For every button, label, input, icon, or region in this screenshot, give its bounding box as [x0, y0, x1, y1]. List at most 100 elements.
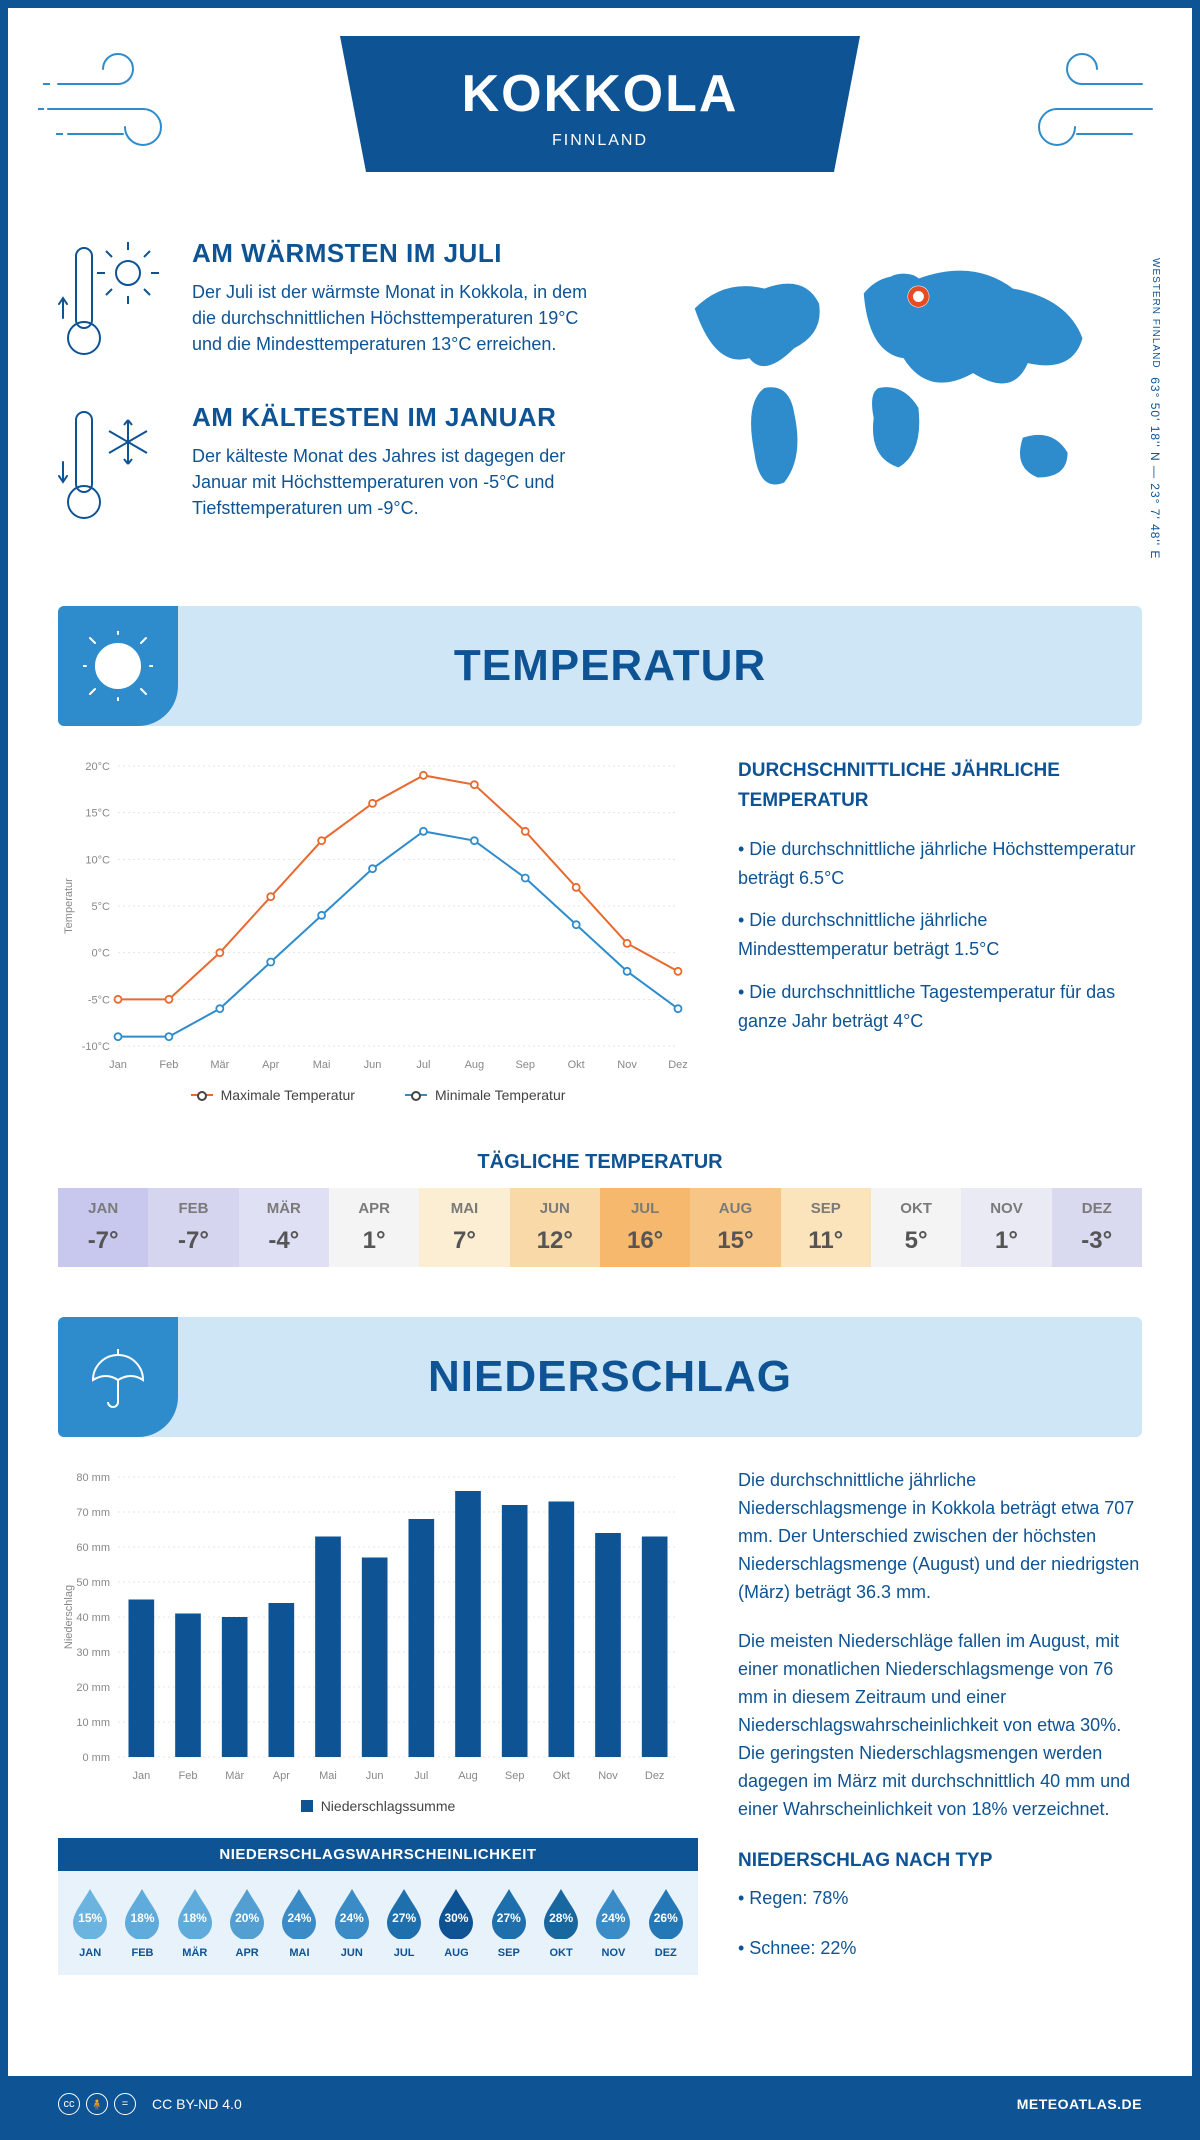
- daily-temp-title: TÄGLICHE TEMPERATUR: [8, 1151, 1192, 1174]
- temperature-summary: DURCHSCHNITTLICHE JÄHRLICHE TEMPERATUR •…: [738, 756, 1142, 1103]
- prob-drop: 24%NOV: [587, 1887, 639, 1959]
- svg-text:Sep: Sep: [505, 1770, 525, 1782]
- by-icon: 🧍: [86, 2093, 108, 2115]
- prob-drop: 24%MAI: [273, 1887, 325, 1959]
- svg-text:Apr: Apr: [262, 1059, 279, 1071]
- license-text: CC BY-ND 4.0: [152, 2096, 242, 2112]
- daily-cell: AUG15°: [690, 1188, 780, 1267]
- nd-icon: =: [114, 2093, 136, 2115]
- license-badges: cc 🧍 = CC BY-ND 4.0: [58, 2093, 242, 2115]
- svg-text:Dez: Dez: [668, 1059, 688, 1071]
- temperature-section-banner: TEMPERATUR: [58, 606, 1142, 726]
- svg-text:Feb: Feb: [159, 1059, 178, 1071]
- daily-cell: MÄR-4°: [239, 1188, 329, 1267]
- svg-text:Mär: Mär: [210, 1059, 229, 1071]
- svg-text:Jan: Jan: [109, 1059, 127, 1071]
- svg-text:0 mm: 0 mm: [83, 1752, 111, 1764]
- svg-text:Aug: Aug: [465, 1059, 485, 1071]
- intro-block: AM WÄRMSTEN IM JULI Der Juli ist der wär…: [8, 228, 1192, 606]
- header: KOKKOLA FINNLAND: [8, 8, 1192, 228]
- svg-text:15°C: 15°C: [85, 808, 110, 820]
- cc-icon: cc: [58, 2093, 80, 2115]
- temperature-heading: TEMPERATUR: [178, 641, 1142, 691]
- svg-text:Okt: Okt: [553, 1770, 570, 1782]
- footer: cc 🧍 = CC BY-ND 4.0 METEOATLAS.DE: [8, 2076, 1192, 2132]
- daily-cell: NOV1°: [961, 1188, 1051, 1267]
- svg-text:80 mm: 80 mm: [76, 1472, 110, 1484]
- site-name: METEOATLAS.DE: [1017, 2096, 1142, 2112]
- prob-drop: 18%MÄR: [169, 1887, 221, 1959]
- daily-cell: DEZ-3°: [1052, 1188, 1142, 1267]
- legend-precip: Niederschlagssumme: [301, 1798, 456, 1814]
- precipitation-summary: Die durchschnittliche jährliche Niedersc…: [738, 1467, 1142, 1985]
- svg-text:70 mm: 70 mm: [76, 1507, 110, 1519]
- svg-text:Mai: Mai: [313, 1059, 331, 1071]
- svg-text:Jul: Jul: [414, 1770, 428, 1782]
- svg-text:10°C: 10°C: [85, 854, 110, 866]
- daily-cell: SEP11°: [781, 1188, 871, 1267]
- prob-drop: 28%OKT: [535, 1887, 587, 1959]
- svg-text:Jan: Jan: [132, 1770, 150, 1782]
- svg-text:Apr: Apr: [273, 1770, 290, 1782]
- svg-text:20 mm: 20 mm: [76, 1682, 110, 1694]
- precipitation-heading: NIEDERSCHLAG: [178, 1352, 1142, 1402]
- svg-text:0°C: 0°C: [92, 948, 111, 960]
- prob-drop: 30%AUG: [430, 1887, 482, 1959]
- svg-text:10 mm: 10 mm: [76, 1717, 110, 1729]
- svg-text:30 mm: 30 mm: [76, 1647, 110, 1659]
- daily-cell: FEB-7°: [148, 1188, 238, 1267]
- legend-low: Minimale Temperatur: [405, 1087, 565, 1103]
- warmest-text: Der Juli ist der wärmste Monat in Kokkol…: [192, 279, 605, 357]
- svg-text:Nov: Nov: [598, 1770, 618, 1782]
- thermometer-cold-icon: [58, 402, 168, 532]
- svg-text:-5°C: -5°C: [88, 994, 110, 1006]
- svg-text:50 mm: 50 mm: [76, 1577, 110, 1589]
- precipitation-chart: 0 mm10 mm20 mm30 mm40 mm50 mm60 mm70 mm8…: [58, 1467, 698, 1787]
- probability-title: NIEDERSCHLAGSWAHRSCHEINLICHKEIT: [58, 1838, 698, 1871]
- legend-high: Maximale Temperatur: [191, 1087, 355, 1103]
- svg-text:20°C: 20°C: [85, 761, 110, 773]
- daily-cell: OKT5°: [871, 1188, 961, 1267]
- warmest-stat: AM WÄRMSTEN IM JULI Der Juli ist der wär…: [58, 238, 605, 368]
- coldest-text: Der kälteste Monat des Jahres ist dagege…: [192, 443, 605, 521]
- svg-text:Mai: Mai: [319, 1770, 337, 1782]
- svg-text:Feb: Feb: [179, 1770, 198, 1782]
- precipitation-section-banner: NIEDERSCHLAG: [58, 1317, 1142, 1437]
- probability-drops: 15%JAN18%FEB18%MÄR20%APR24%MAI24%JUN27%J…: [58, 1871, 698, 1975]
- wind-icon-left: [38, 44, 218, 164]
- svg-text:Dez: Dez: [645, 1770, 665, 1782]
- umbrella-icon: [83, 1342, 153, 1412]
- svg-text:Jun: Jun: [366, 1770, 384, 1782]
- warmest-title: AM WÄRMSTEN IM JULI: [192, 238, 605, 269]
- daily-cell: APR1°: [329, 1188, 419, 1267]
- svg-text:-10°C: -10°C: [82, 1041, 110, 1053]
- prob-drop: 27%SEP: [483, 1887, 535, 1959]
- svg-text:40 mm: 40 mm: [76, 1612, 110, 1624]
- svg-text:Aug: Aug: [458, 1770, 478, 1782]
- sun-icon: [83, 631, 153, 701]
- svg-text:Okt: Okt: [568, 1059, 585, 1071]
- prob-drop: 20%APR: [221, 1887, 273, 1959]
- thermometer-hot-icon: [58, 238, 168, 368]
- daily-cell: MAI7°: [419, 1188, 509, 1267]
- svg-text:Mär: Mär: [225, 1770, 244, 1782]
- daily-cell: JAN-7°: [58, 1188, 148, 1267]
- svg-text:Nov: Nov: [617, 1059, 637, 1071]
- temperature-chart: -10°C -5°C 0°C 5°C 10°C 15°C 20°C Jan Feb Mär Apr M…: [58, 756, 698, 1103]
- prob-drop: 24%JUN: [326, 1887, 378, 1959]
- wind-icon-right: [982, 44, 1162, 164]
- city-name: KOKKOLA: [360, 64, 840, 124]
- prob-drop: 18%FEB: [116, 1887, 168, 1959]
- daily-cell: JUL16°: [600, 1188, 690, 1267]
- coordinates: WESTERN FINLAND 63° 50' 18'' N — 23° 7' …: [1148, 258, 1162, 559]
- world-map: [645, 238, 1142, 538]
- prob-drop: 15%JAN: [64, 1887, 116, 1959]
- svg-text:Jul: Jul: [416, 1059, 430, 1071]
- svg-text:Sep: Sep: [515, 1059, 535, 1071]
- svg-text:Niederschlag: Niederschlag: [63, 1585, 75, 1649]
- daily-temp-strip: JAN-7°FEB-7°MÄR-4°APR1°MAI7°JUN12°JUL16°…: [58, 1188, 1142, 1267]
- coldest-title: AM KÄLTESTEN IM JANUAR: [192, 402, 605, 433]
- svg-text:5°C: 5°C: [92, 901, 111, 913]
- prob-drop: 27%JUL: [378, 1887, 430, 1959]
- svg-text:Jun: Jun: [364, 1059, 382, 1071]
